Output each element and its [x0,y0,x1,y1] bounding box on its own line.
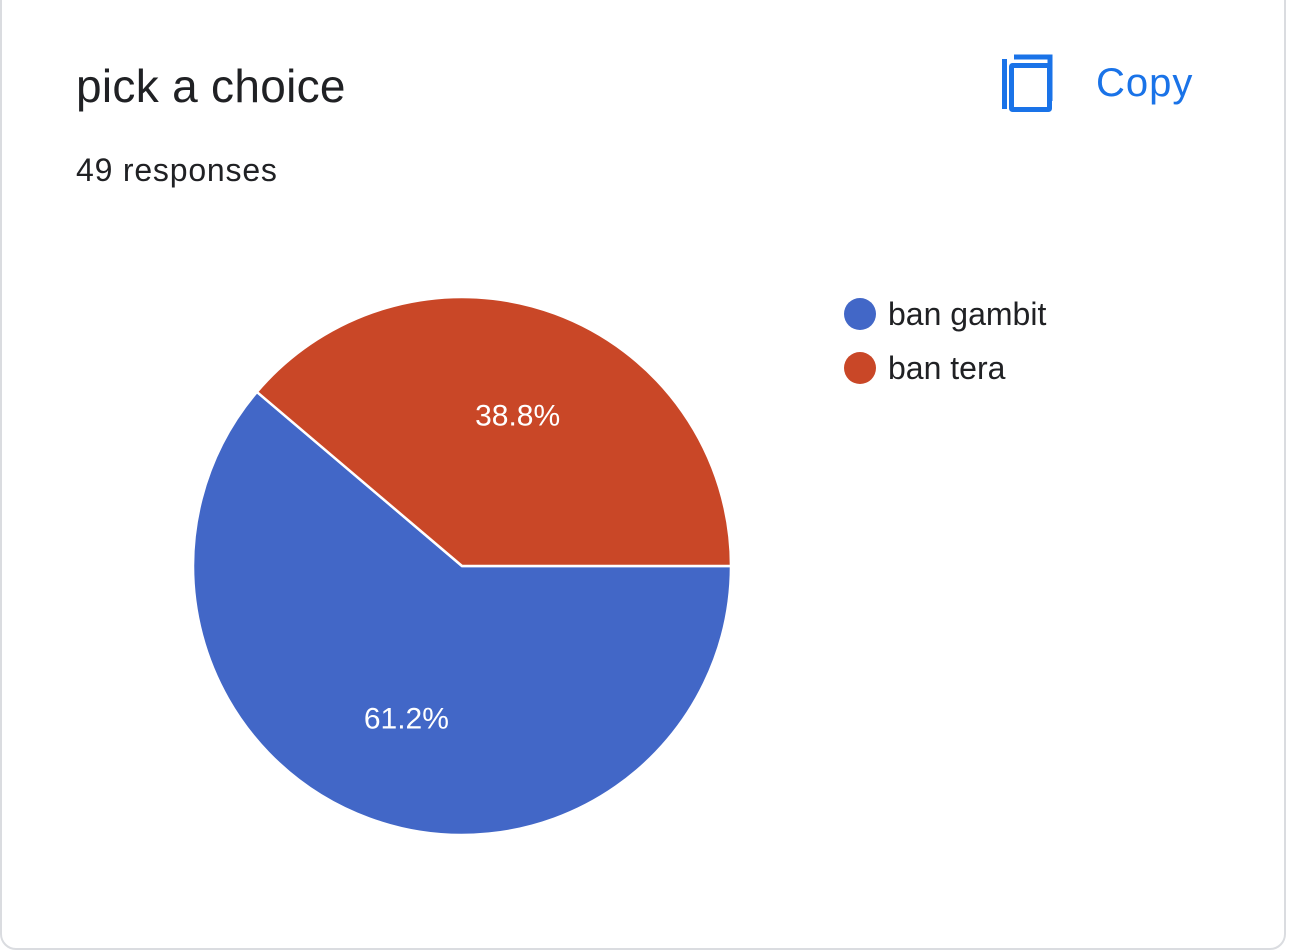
pie-chart: 61.2% 38.8% [191,295,733,837]
copy-icon [1002,54,1053,112]
legend-swatch [844,298,876,330]
chart-legend: ban gambit ban tera [844,296,1046,404]
pie-slices [191,295,733,837]
copy-button[interactable]: Copy [1000,48,1212,118]
pie-data-label-ban-gambit: 61.2% [364,703,449,736]
pie-data-labels: 61.2% 38.8% [364,399,560,735]
question-title: pick a choice [76,60,346,112]
legend-label: ban gambit [888,296,1047,332]
copy-button-label: Copy [1096,61,1194,105]
pie-slice-ban-tera [255,295,733,568]
legend-item-ban-gambit: ban gambit [844,296,1046,332]
pie-data-label-ban-tera: 38.8% [475,399,560,432]
legend-item-ban-tera: ban tera [844,350,1046,386]
response-count: 49 responses [76,152,278,188]
pie-slice-ban-gambit [191,390,733,837]
legend-swatch [844,352,876,384]
legend-label: ban tera [888,350,1006,386]
